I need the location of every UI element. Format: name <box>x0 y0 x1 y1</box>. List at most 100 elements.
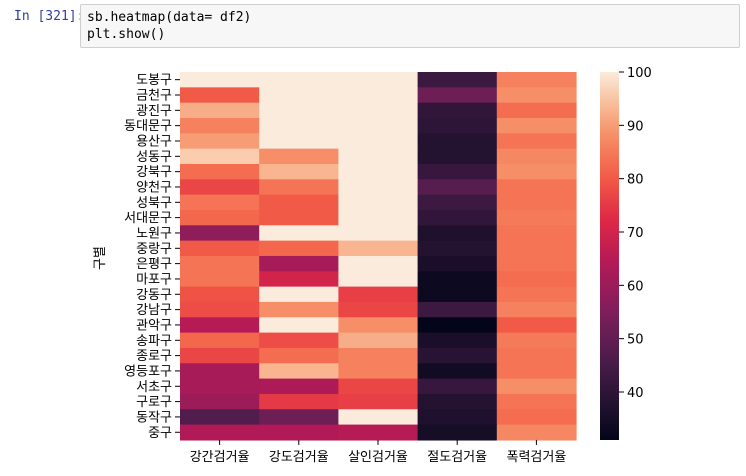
heatmap-cell <box>180 317 260 334</box>
heatmap-cell <box>338 301 419 318</box>
heatmap-cell <box>338 225 419 242</box>
heatmap-cell <box>259 332 339 349</box>
heatmap-cell <box>338 347 419 364</box>
heatmap-cell <box>180 240 260 257</box>
heatmap-cell <box>417 72 498 88</box>
row-label: 강북구 <box>136 165 172 180</box>
code-line-2: plt.show() <box>87 27 166 42</box>
heatmap-cell <box>417 271 498 288</box>
heatmap-cell <box>417 209 498 226</box>
column-label: 절도검거율 <box>427 450 487 465</box>
heatmap-cell <box>496 179 577 196</box>
row-label: 양천구 <box>136 180 172 195</box>
heatmap-cell <box>180 363 260 380</box>
row-label: 도봉구 <box>136 73 172 88</box>
heatmap-cell <box>338 378 419 395</box>
heatmap-cell <box>259 271 339 288</box>
heatmap-cell <box>259 363 339 380</box>
heatmap-cell <box>338 286 419 303</box>
row-label: 성북구 <box>136 196 172 211</box>
heatmap-cell <box>180 133 260 150</box>
heatmap-cell <box>417 225 498 242</box>
heatmap-cell <box>180 194 260 211</box>
code-cell[interactable]: sb.heatmap(data= df2) plt.show() <box>80 4 740 48</box>
heatmap-cell <box>180 424 260 441</box>
cell-prompt: In [321]: <box>14 9 85 24</box>
heatmap-cell <box>496 148 577 165</box>
colorbar-tick-label: 60 <box>627 279 644 294</box>
row-label: 송파구 <box>136 334 172 349</box>
heatmap-cell <box>496 255 577 272</box>
heatmap-cell <box>417 286 498 303</box>
column-label: 폭력검거율 <box>506 450 566 465</box>
row-label: 광진구 <box>136 104 172 119</box>
colorbar-tick-label: 90 <box>627 119 644 134</box>
heatmap-cell <box>496 301 577 318</box>
heatmap-cell <box>417 255 498 272</box>
heatmap-cell <box>496 163 577 180</box>
heatmap-cell <box>338 163 419 180</box>
heatmap-cell <box>417 148 498 165</box>
heatmap-cell <box>259 378 339 395</box>
colorbar-tick-label: 70 <box>627 226 644 241</box>
heatmap-cell <box>338 194 419 211</box>
heatmap-cell <box>180 301 260 318</box>
row-label: 관악구 <box>136 318 172 333</box>
heatmap-cell <box>496 409 577 426</box>
column-label: 강도검거율 <box>269 450 329 465</box>
row-label: 노원구 <box>136 226 172 241</box>
heatmap-cell <box>496 209 577 226</box>
heatmap-cell <box>496 117 577 134</box>
y-axis-label: 구별 <box>93 246 108 270</box>
colorbar-tick-label: 80 <box>627 173 644 188</box>
heatmap-cell <box>259 148 339 165</box>
row-label: 은평구 <box>136 257 172 272</box>
heatmap-cell <box>180 225 260 242</box>
heatmap-cell <box>496 347 577 364</box>
heatmap-cell <box>496 225 577 242</box>
heatmap-cell <box>259 72 339 88</box>
heatmap-cell <box>496 317 577 334</box>
row-label: 강동구 <box>136 288 172 303</box>
heatmap-cell <box>496 424 577 441</box>
heatmap-cell <box>180 393 260 410</box>
heatmap-cell <box>417 332 498 349</box>
colorbar-tick-label: 40 <box>627 386 644 401</box>
heatmap-cell <box>417 347 498 364</box>
heatmap-cell <box>417 409 498 426</box>
heatmap-cell <box>496 133 577 150</box>
heatmap-cell <box>259 117 339 134</box>
heatmap-cell <box>180 117 260 134</box>
heatmap-cell <box>417 378 498 395</box>
heatmap-cell <box>259 179 339 196</box>
heatmap-cell <box>259 87 339 104</box>
row-label: 동작구 <box>136 410 172 425</box>
heatmap-cell <box>259 409 339 426</box>
colorbar-tick-label: 100 <box>627 66 652 81</box>
row-label: 성동구 <box>136 150 172 165</box>
heatmap-cell <box>180 286 260 303</box>
heatmap-cell <box>338 102 419 119</box>
heatmap-cell <box>180 148 260 165</box>
heatmap-cell <box>259 240 339 257</box>
colorbar <box>600 72 619 440</box>
heatmap-cell <box>496 240 577 257</box>
heatmap-cell <box>496 271 577 288</box>
heatmap-cell <box>259 194 339 211</box>
heatmap-cell <box>180 209 260 226</box>
heatmap-cell <box>338 317 419 334</box>
heatmap-cell <box>496 393 577 410</box>
heatmap-cell <box>417 133 498 150</box>
heatmap-cell <box>417 163 498 180</box>
heatmap-cell <box>338 179 419 196</box>
heatmap-cell <box>338 148 419 165</box>
heatmap-cell <box>180 409 260 426</box>
heatmap-cell <box>496 378 577 395</box>
row-label: 구로구 <box>136 395 172 410</box>
heatmap-cell <box>417 240 498 257</box>
row-label: 서대문구 <box>124 211 172 226</box>
row-label: 종로구 <box>136 349 172 364</box>
row-label: 영등포구 <box>124 364 172 379</box>
heatmap-cell <box>417 317 498 334</box>
column-labels: 강간검거율 강도검거율 살인검거율 절도검거율 폭력검거율 <box>190 439 566 465</box>
